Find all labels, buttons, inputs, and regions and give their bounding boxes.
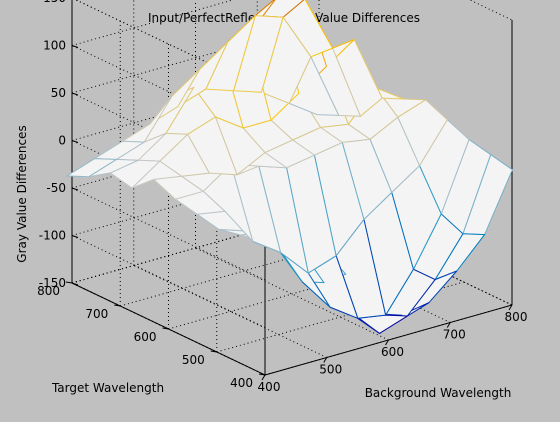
y-tick-label: 500 bbox=[182, 353, 205, 367]
back-wall-grid-line bbox=[71, 22, 320, 94]
x-tick-mark bbox=[385, 339, 389, 346]
back-wall-grid-line bbox=[71, 0, 235, 46]
x-tick-mark bbox=[261, 374, 266, 381]
z-axis-label: Gray Value Differences bbox=[15, 125, 29, 262]
y-tick-mark bbox=[114, 304, 121, 307]
y-axis-label: Target Wavelength bbox=[51, 381, 164, 395]
x-axis-ticks: 400 500 600 700 800 bbox=[258, 304, 528, 394]
y-tick-mark bbox=[210, 350, 217, 353]
floor-grid-line bbox=[168, 258, 416, 330]
x-tick-mark bbox=[446, 322, 451, 328]
z-tick-label: 150 bbox=[43, 0, 66, 5]
x-tick-label: 700 bbox=[443, 328, 466, 342]
y-tick-mark bbox=[65, 281, 73, 284]
floor-grid-line bbox=[216, 281, 464, 353]
y-axis-ticks: 400 500 600 700 800 bbox=[37, 281, 266, 390]
x-tick-mark bbox=[323, 357, 328, 363]
back-wall-grid-line bbox=[71, 212, 320, 284]
z-tick-label: -50 bbox=[46, 181, 66, 195]
z-tick-label: 0 bbox=[58, 134, 66, 148]
y-tick-label: 600 bbox=[134, 330, 157, 344]
y-tick-label: 700 bbox=[85, 307, 108, 321]
z-tick-mark bbox=[71, 92, 79, 96]
z-tick-label: 50 bbox=[51, 86, 66, 100]
x-tick-label: 600 bbox=[381, 345, 404, 359]
y-tick-mark bbox=[162, 327, 169, 330]
surface-cell bbox=[65, 158, 119, 178]
x-tick-label: 500 bbox=[319, 363, 342, 377]
z-tick-mark bbox=[71, 140, 79, 143]
z-tick-mark bbox=[71, 282, 79, 286]
x-tick-mark bbox=[508, 304, 513, 311]
floor-grid-line bbox=[120, 235, 368, 307]
y-tick-label: 800 bbox=[37, 284, 60, 298]
x-tick-label: 400 bbox=[258, 380, 281, 394]
z-axis-ticks: 150 100 50 0 -50 -100 -150 bbox=[39, 0, 79, 290]
y-tick-label: 400 bbox=[230, 376, 253, 390]
z-tick-mark bbox=[71, 235, 79, 238]
y-tick-mark bbox=[258, 373, 266, 376]
z-tick-mark bbox=[71, 45, 79, 48]
z-tick-mark bbox=[71, 187, 79, 191]
z-tick-label: -150 bbox=[39, 276, 66, 290]
z-tick-label: 100 bbox=[43, 39, 66, 53]
x-axis-label: Background Wavelength bbox=[365, 386, 512, 400]
surface-mesh bbox=[65, 0, 514, 335]
x-tick-label: 800 bbox=[505, 310, 528, 324]
z-tick-label: -100 bbox=[39, 229, 66, 243]
